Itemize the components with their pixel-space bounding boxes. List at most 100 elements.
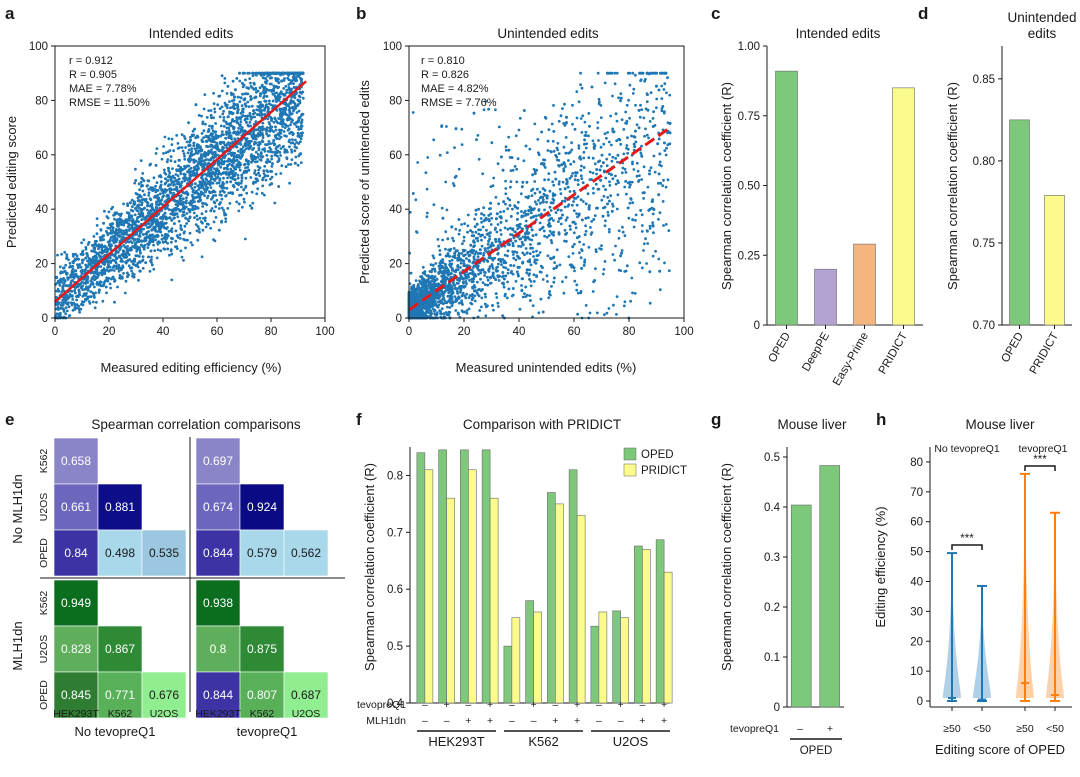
scatter-point — [263, 147, 266, 151]
scatter-point — [272, 138, 276, 142]
scatter-point — [619, 99, 622, 103]
scatter-point — [265, 71, 268, 75]
scatter-point — [201, 228, 205, 232]
scatter-point — [220, 206, 224, 210]
scatter-point — [175, 134, 179, 137]
scatter-point — [137, 203, 141, 207]
scatter-point — [238, 79, 242, 83]
scatter-point — [261, 76, 265, 80]
scatter-point — [648, 120, 652, 123]
scatter-point — [514, 279, 518, 283]
scatter-point — [172, 149, 176, 153]
scatter-point — [242, 149, 246, 153]
scatter-point — [432, 203, 436, 207]
scatter-point — [143, 206, 146, 210]
scatter-point — [190, 153, 193, 157]
scatter-point — [100, 269, 104, 272]
scatter-point — [266, 158, 270, 162]
scatter-point — [173, 222, 176, 226]
scatter-point — [234, 172, 238, 175]
scatter-point — [174, 208, 178, 212]
scatter-point — [175, 182, 179, 186]
scatter-point — [236, 111, 239, 114]
scatter-point — [123, 291, 127, 295]
scatter-point — [74, 252, 77, 256]
scatter-point — [196, 200, 200, 203]
scatter-point — [81, 249, 85, 253]
scatter-point — [202, 159, 205, 163]
scatter-point — [270, 82, 273, 86]
scatter-point — [118, 219, 122, 222]
scatter-point — [254, 173, 258, 177]
scatter-point — [227, 126, 231, 130]
scatter-point — [154, 152, 158, 155]
scatter-point — [238, 168, 242, 172]
scatter-point — [529, 280, 533, 283]
scatter-point — [280, 79, 283, 83]
scatter-point — [424, 171, 428, 175]
scatter-point — [180, 255, 184, 259]
scatter-point — [255, 177, 259, 181]
scatter-point — [217, 228, 221, 232]
scatter-point — [244, 184, 248, 188]
scatter-point — [182, 135, 186, 138]
scatter-point — [220, 89, 224, 93]
scatter-point — [226, 152, 230, 156]
scatter-point — [64, 312, 68, 316]
scatter-point — [60, 252, 63, 256]
scatter-point — [58, 283, 62, 287]
scatter-point — [224, 217, 228, 221]
scatter-point — [624, 171, 628, 174]
scatter-point — [448, 306, 452, 309]
scatter-point — [241, 114, 245, 117]
scatter-point — [290, 158, 294, 162]
panel-a-stat-rmse: RMSE = 11.50% — [69, 97, 150, 109]
scatter-point — [194, 182, 197, 186]
scatter-point — [169, 178, 173, 182]
scatter-point — [254, 73, 258, 76]
scatter-point — [104, 285, 108, 289]
scatter-point — [600, 244, 603, 248]
scatter-point — [127, 240, 131, 244]
scatter-point — [86, 259, 90, 263]
scatter-point — [240, 126, 244, 129]
scatter-point — [211, 181, 215, 185]
scatter-point — [260, 191, 264, 195]
scatter-point — [183, 154, 186, 158]
scatter-point — [287, 114, 291, 118]
scatter-point — [645, 133, 649, 137]
scatter-point — [279, 135, 283, 139]
scatter-point — [271, 162, 274, 166]
scatter-point — [213, 172, 217, 176]
scatter-point — [136, 265, 140, 269]
scatter-point — [153, 249, 157, 253]
scatter-point — [222, 186, 226, 190]
panel-label-a: a — [5, 4, 15, 23]
scatter-point — [71, 252, 75, 256]
scatter-point — [285, 91, 288, 94]
scatter-point — [176, 215, 180, 219]
scatter-point — [102, 284, 105, 287]
scatter-point — [660, 97, 664, 100]
scatter-point — [617, 96, 620, 100]
scatter-point — [262, 169, 266, 173]
scatter-point — [299, 127, 303, 130]
scatter-point — [122, 256, 126, 259]
scatter-point — [278, 112, 282, 116]
scatter-point — [266, 174, 270, 178]
scatter-point — [134, 179, 138, 182]
scatter-point — [240, 185, 243, 189]
scatter-point — [519, 192, 523, 196]
scatter-point — [584, 304, 588, 307]
scatter-point — [212, 200, 216, 204]
scatter-point — [235, 165, 239, 169]
scatter-point — [149, 198, 153, 202]
scatter-point — [190, 201, 194, 205]
scatter-point — [168, 253, 171, 257]
scatter-point — [271, 99, 275, 103]
scatter-point — [301, 96, 305, 100]
scatter-point — [170, 278, 174, 282]
scatter-point — [112, 266, 115, 269]
scatter-point — [59, 271, 62, 275]
scatter-point — [296, 98, 300, 102]
